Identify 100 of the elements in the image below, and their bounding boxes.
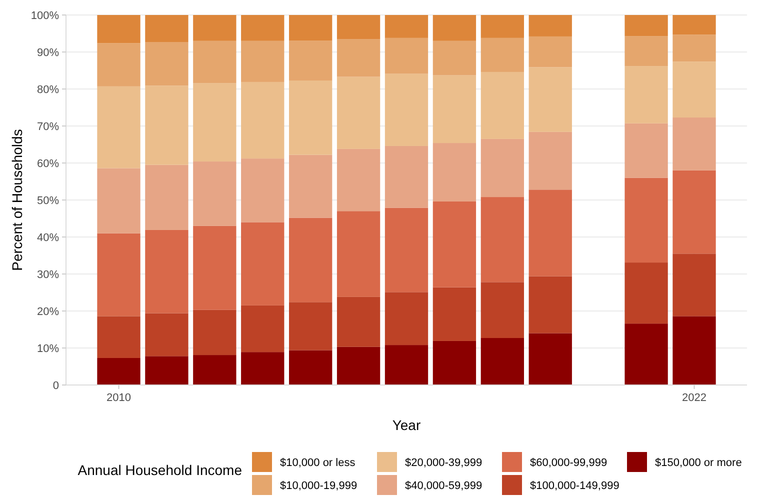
bar xyxy=(145,313,188,356)
legend-label: $100,000-149,999 xyxy=(530,480,620,492)
legend-label: $40,000-59,999 xyxy=(405,480,482,492)
bar xyxy=(97,43,140,86)
bar xyxy=(432,201,476,288)
bar xyxy=(336,148,380,212)
bar xyxy=(145,356,188,385)
bar xyxy=(432,287,476,341)
bar xyxy=(672,62,716,118)
bar xyxy=(528,276,572,334)
y-tick-label: 10% xyxy=(36,342,60,355)
bar xyxy=(97,233,140,316)
bar xyxy=(336,211,380,297)
bar xyxy=(193,310,236,356)
bar xyxy=(241,82,284,159)
legend-title: Annual Household Income xyxy=(78,462,242,478)
bar xyxy=(193,40,236,84)
bar xyxy=(241,15,284,41)
bar xyxy=(145,15,188,42)
bar xyxy=(241,222,284,306)
bar xyxy=(145,230,188,314)
bar xyxy=(528,333,572,385)
y-tick-label: 40% xyxy=(36,232,60,244)
bar xyxy=(193,83,236,162)
bar xyxy=(480,282,524,338)
bar xyxy=(289,40,332,80)
bar xyxy=(624,123,668,178)
bar xyxy=(384,292,428,346)
bar xyxy=(624,178,668,263)
bar xyxy=(672,254,716,316)
bar xyxy=(336,39,380,77)
bar xyxy=(97,86,140,168)
bar xyxy=(336,296,380,347)
bar xyxy=(624,15,668,36)
bar xyxy=(384,146,428,208)
bar xyxy=(480,38,524,72)
bar xyxy=(672,316,716,385)
y-tick-label: 100% xyxy=(30,10,60,22)
bar xyxy=(289,15,332,41)
bar xyxy=(384,345,428,385)
bar xyxy=(528,132,572,190)
bar xyxy=(384,38,428,74)
bar xyxy=(97,316,140,358)
bar xyxy=(193,162,236,226)
bar xyxy=(145,42,188,86)
y-tick-label: 50% xyxy=(36,194,60,207)
legend-label: $20,000-39,999 xyxy=(405,456,482,469)
bar xyxy=(432,143,476,202)
x-tick-label: 2010 xyxy=(106,392,131,404)
bar xyxy=(193,355,236,385)
bar xyxy=(528,190,572,276)
x-tick-label: 2022 xyxy=(682,392,706,404)
bar xyxy=(145,86,188,165)
bar xyxy=(241,158,284,222)
bar xyxy=(432,40,476,76)
bar xyxy=(672,34,716,62)
bar xyxy=(289,302,332,350)
bar xyxy=(480,72,524,139)
legend-label: $10,000 or less xyxy=(280,456,356,469)
bar xyxy=(480,15,524,38)
bar xyxy=(289,154,332,218)
bar xyxy=(97,168,140,234)
bar xyxy=(528,15,572,36)
bar xyxy=(336,76,380,149)
bar xyxy=(480,138,524,198)
legend-label: $60,000-99,999 xyxy=(530,456,608,469)
bar xyxy=(528,36,572,68)
y-tick-label: 90% xyxy=(36,46,60,59)
bar xyxy=(384,15,428,38)
legend-label: $10,000-19,999 xyxy=(280,480,358,492)
y-axis-title: Percent of Households xyxy=(9,129,25,271)
y-tick-label: 20% xyxy=(36,306,60,318)
bar xyxy=(97,15,140,44)
bar xyxy=(624,36,668,66)
bar xyxy=(241,352,284,385)
bar xyxy=(289,218,332,302)
y-tick-label: 80% xyxy=(36,84,60,96)
bar xyxy=(480,338,524,385)
x-axis-title: Year xyxy=(392,417,421,433)
bar xyxy=(624,324,668,385)
bar xyxy=(145,164,188,230)
bar xyxy=(336,15,380,40)
bar xyxy=(193,226,236,310)
y-tick-label: 70% xyxy=(36,120,60,133)
bar xyxy=(384,74,428,146)
bar xyxy=(672,15,716,35)
bar xyxy=(97,358,140,385)
y-tick-label: 0 xyxy=(52,380,59,392)
bar xyxy=(289,80,332,155)
bar xyxy=(624,262,668,324)
bar xyxy=(432,75,476,144)
bar xyxy=(336,346,380,385)
bar xyxy=(624,66,668,124)
bar xyxy=(672,170,716,254)
bar xyxy=(241,40,284,82)
bar xyxy=(432,340,476,385)
bar xyxy=(480,197,524,282)
bar xyxy=(241,305,284,352)
bar xyxy=(528,67,572,132)
bar xyxy=(193,15,236,41)
